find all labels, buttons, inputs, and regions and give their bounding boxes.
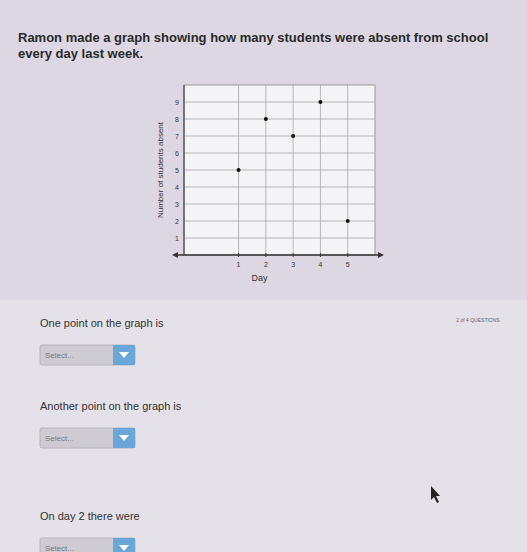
question-prompt: Another point on the graph is [40,400,182,412]
x-tick-label: 5 [346,261,350,268]
x-tick-label: 1 [237,261,241,268]
dropdown-text[interactable]: Select... [45,351,74,360]
axis-arrow [172,252,178,258]
y-tick-label: 4 [175,184,179,191]
bottom-panel [0,300,527,552]
progress: 2 of 4 QUESTIONS [456,317,500,323]
dropdown-arrow[interactable] [119,435,129,441]
dropdown-button[interactable] [113,538,135,552]
grid-line [184,102,375,103]
dropdown-box[interactable] [40,428,135,448]
y-tick-label: 6 [175,150,179,157]
dropdown-button[interactable] [113,345,135,365]
dropdown-button[interactable] [113,428,135,448]
y-tick-label: 1 [175,235,179,242]
dropdown-arrow[interactable] [119,545,129,551]
canvas: 1 2 3 4 5 6 7 8 9 1 2 3 4 5 Day Number of students abse… [0,0,527,552]
grid-line [320,85,321,255]
dropdown-box[interactable] [40,538,135,552]
grid-line [347,85,348,255]
point [291,134,295,138]
y-tick-label: 2 [175,218,179,225]
y-axis-label: Number of students absent [156,121,165,218]
dropdown[interactable]: Select... [40,345,135,365]
top-panel [0,0,527,300]
grid-line [293,85,294,255]
y-tick-label: 7 [175,133,179,140]
grid-line [184,187,375,188]
dropdown-arrow[interactable] [119,352,129,358]
point [237,168,241,172]
point [346,219,350,223]
question-prompt: One point on the graph is [40,317,164,329]
x-axis-label: Day [251,273,268,283]
plot-frame [184,85,375,255]
point [318,100,322,104]
grid-line [184,170,375,171]
dropdown-text[interactable]: Select... [45,434,74,443]
grid-line [184,238,375,239]
dropdown-text[interactable]: Select... [45,544,74,552]
dropdown-box[interactable] [40,345,135,365]
x-tick-label: 4 [318,261,322,268]
point [264,117,268,121]
title: Ramon made a graph showing how many stud… [18,30,498,62]
y-tick-label: 5 [175,167,179,174]
page: 1 2 3 4 5 6 7 8 9 1 2 3 4 5 Day Number of students abse… [0,0,527,552]
grid-line [184,204,375,205]
grid-line [184,119,375,120]
dropdown[interactable]: Select... [40,538,135,552]
y-axis [183,85,184,255]
cursor [431,486,440,503]
axis-arrow [378,252,384,258]
question-prompt: On day 2 there were [40,510,140,522]
grid-line [184,153,375,154]
dropdown[interactable]: Select... [40,428,135,448]
points [237,100,350,223]
grid-line [184,136,375,137]
grid-line [265,85,266,255]
y-tick-label: 8 [175,116,179,123]
x-tick-label: 3 [291,261,295,268]
x-axis [176,254,380,256]
y-tick-label: 9 [175,99,179,106]
y-tick-label: 3 [175,201,179,208]
x-tick-label: 2 [264,261,268,268]
